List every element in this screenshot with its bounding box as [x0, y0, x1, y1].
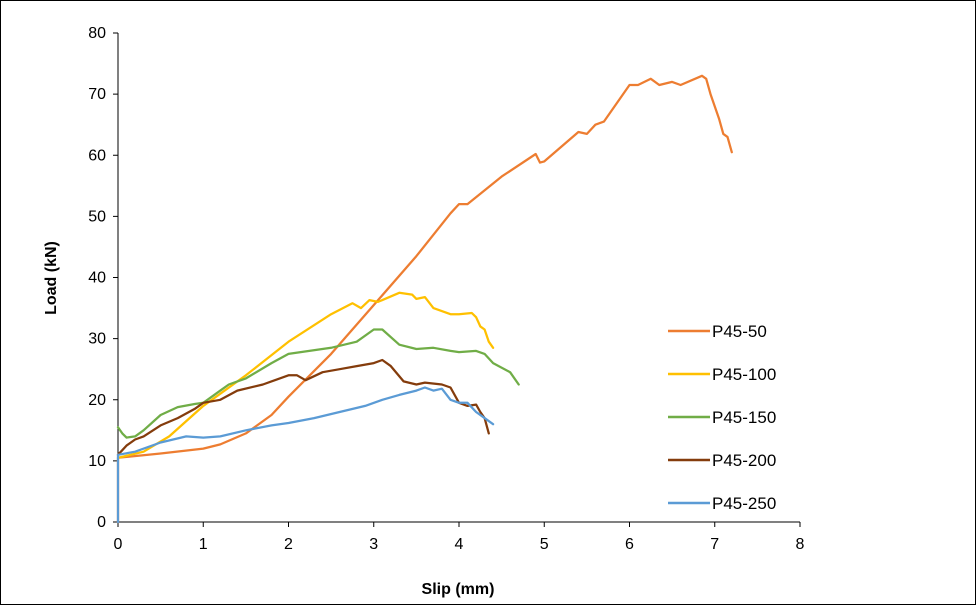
legend-label-p45-100: P45-100	[712, 365, 776, 384]
y-tick-label: 60	[88, 147, 106, 164]
y-axis-title: Load (kN)	[43, 241, 60, 315]
x-axis: 0 1 2 3 4 5 6 7 8	[114, 521, 805, 553]
x-tick-label: 1	[199, 536, 208, 553]
plot-area	[116, 74, 733, 524]
series-line-p45-100	[116, 291, 495, 459]
y-axis: 0 10 20 30 40 50 60 70 80	[88, 25, 119, 531]
y-tick-label: 80	[88, 25, 106, 42]
legend-label-p45-50: P45-50	[712, 322, 767, 341]
y-tick-label: 40	[88, 270, 106, 287]
series-line-p45-50	[116, 74, 733, 524]
legend: P45-50 P45-100 P45-150 P45-200 P45-250	[668, 322, 776, 513]
legend-label-p45-200: P45-200	[712, 451, 776, 470]
series-line-p45-200	[116, 358, 490, 456]
legend-label-p45-250: P45-250	[712, 494, 776, 513]
y-tick-label: 50	[88, 208, 106, 225]
y-tick-label: 10	[88, 453, 106, 470]
y-tick-label: 70	[88, 86, 106, 103]
series-line-p45-250	[116, 386, 495, 524]
series-line-p45-150	[116, 328, 520, 439]
y-tick-label: 20	[88, 392, 106, 409]
x-tick-label: 4	[455, 536, 464, 553]
x-tick-label: 0	[114, 536, 123, 553]
y-tick-label: 30	[88, 331, 106, 348]
x-tick-label: 6	[625, 536, 634, 553]
x-tick-label: 3	[369, 536, 378, 553]
x-axis-title: Slip (mm)	[422, 581, 495, 598]
x-tick-label: 7	[710, 536, 719, 553]
x-tick-label: 2	[284, 536, 293, 553]
legend-label-p45-150: P45-150	[712, 408, 776, 427]
x-tick-label: 5	[540, 536, 549, 553]
y-tick-label: 0	[97, 514, 106, 531]
x-tick-label: 8	[796, 536, 805, 553]
